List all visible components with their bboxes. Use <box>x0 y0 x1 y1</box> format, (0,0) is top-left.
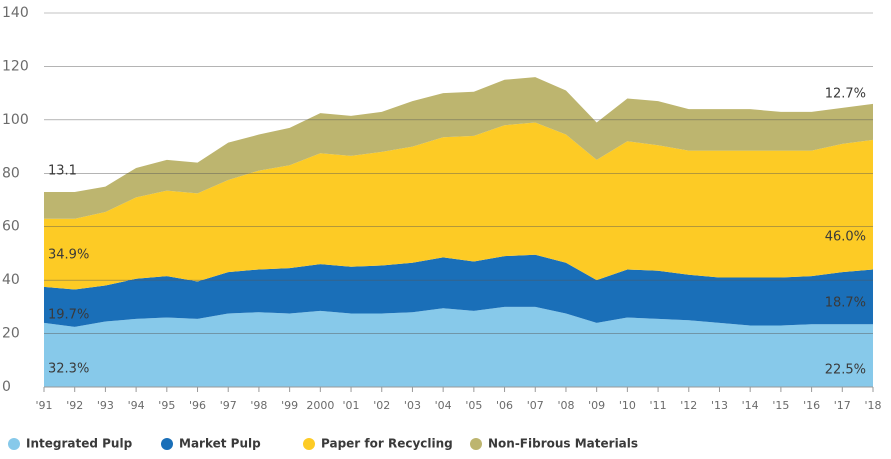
x-tick-label: '98 <box>250 399 267 412</box>
legend-label: Integrated Pulp <box>26 437 133 451</box>
x-tick-label: '01 <box>343 399 360 412</box>
x-tick-label: '18 <box>864 399 881 412</box>
legend-label: Market Pulp <box>179 437 261 451</box>
annotation: 12.7% <box>825 87 866 102</box>
legend-swatch <box>470 438 482 450</box>
x-tick-label: '12 <box>680 399 697 412</box>
area <box>44 122 873 290</box>
x-tick-label: '94 <box>128 399 145 412</box>
x-tick-label: '11 <box>650 399 667 412</box>
y-tick-label: 80 <box>2 165 20 181</box>
x-tick-label: '13 <box>711 399 728 412</box>
legend-swatch <box>303 438 315 450</box>
y-tick-label: 40 <box>2 272 20 288</box>
annotation: 34.9% <box>48 248 89 263</box>
overlay: 0 20 40 60 80 100 120 140 '91 '92 '93 '94 '95 '96 '97 '… <box>2 5 882 451</box>
annotation: 13.1 <box>48 164 77 179</box>
x-tick-label: '95 <box>158 399 175 412</box>
y-tick-label: 0 <box>2 379 11 395</box>
x-tick-label: '09 <box>588 399 605 412</box>
area <box>44 254 873 327</box>
annotation: 46.0% <box>825 230 866 245</box>
x-tick-label: '05 <box>465 399 482 412</box>
x-tick-label: '10 <box>619 399 636 412</box>
x-tick-label: '04 <box>435 399 452 412</box>
x-tick-label: '93 <box>97 399 114 412</box>
areas <box>44 77 873 387</box>
y-tick-label: 20 <box>2 326 20 342</box>
area <box>44 306 873 387</box>
annotation: 19.7% <box>48 308 89 323</box>
x-tick-label: '97 <box>220 399 237 412</box>
legend-label: Non-Fibrous Materials <box>488 437 638 451</box>
annotation: 18.7% <box>825 296 866 311</box>
x-tick-label: '02 <box>373 399 390 412</box>
y-tick-label: 120 <box>2 58 29 74</box>
x-tick-label: '08 <box>557 399 574 412</box>
x-tick-label: '16 <box>803 399 820 412</box>
x-tick-label: '15 <box>772 399 789 412</box>
legend-label: Paper for Recycling <box>321 437 453 451</box>
x-tick-label: '99 <box>281 399 298 412</box>
x-tick-label: '06 <box>496 399 513 412</box>
y-tick-label: 140 <box>2 5 29 21</box>
x-tick-label: '03 <box>404 399 421 412</box>
x-tick-label: '17 <box>834 399 851 412</box>
legend-swatch <box>8 438 20 450</box>
annotation: 32.3% <box>48 362 89 377</box>
y-tick-label: 100 <box>2 112 29 128</box>
x-tick-label: '92 <box>66 399 83 412</box>
legend-swatch <box>161 438 173 450</box>
x-tick-label: '07 <box>527 399 544 412</box>
y-tick-label: 60 <box>2 219 20 235</box>
area <box>44 77 873 219</box>
annotation: 22.5% <box>825 363 866 378</box>
x-tick-label: '96 <box>189 399 206 412</box>
x-tick-label: '91 <box>35 399 52 412</box>
x-tick-label: 2000 <box>306 399 334 412</box>
x-tick-label: '14 <box>742 399 759 412</box>
